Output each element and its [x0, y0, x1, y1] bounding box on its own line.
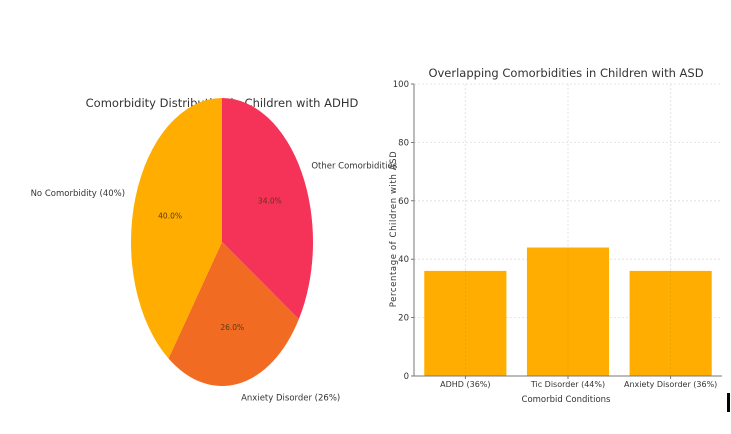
- pie-slice-percent-label: 40.0%: [158, 211, 182, 220]
- text-cursor: [727, 393, 730, 412]
- x-tick-label: ADHD (36%): [440, 380, 490, 389]
- x-tick-label: Anxiety Disorder (36%): [624, 380, 717, 389]
- y-tick-label: 100: [393, 80, 409, 90]
- pie-slice: [168, 242, 299, 386]
- y-tick-label: 60: [398, 197, 409, 207]
- y-tick-label: 0: [404, 372, 409, 382]
- pie-slice-percent-label: 34.0%: [258, 196, 282, 205]
- y-axis-label: Percentage of Children with ASD: [389, 151, 399, 308]
- x-axis-label: Comorbid Conditions: [522, 395, 612, 405]
- pie-slice-label: Anxiety Disorder (26%): [241, 394, 340, 404]
- pie-slice-label: No Comorbidity (40%): [31, 189, 125, 199]
- y-tick-label: 40: [398, 255, 409, 265]
- y-tick-label: 20: [398, 314, 409, 324]
- pie-slice-label: Other Comorbidities: [311, 162, 397, 172]
- bar-chart-title: Overlapping Comorbidities in Children wi…: [428, 66, 703, 80]
- y-tick-label: 80: [398, 138, 409, 148]
- pie-slice-percent-label: 26.0%: [220, 323, 244, 332]
- x-tick-label: Tic Disorder (44%): [530, 380, 605, 389]
- pie-slice: [222, 98, 313, 320]
- pie-slice: [131, 98, 222, 359]
